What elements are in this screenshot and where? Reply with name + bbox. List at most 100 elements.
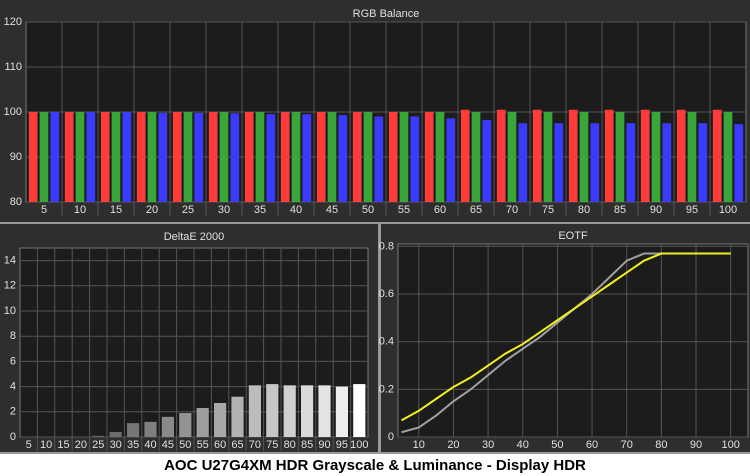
bar	[244, 112, 254, 202]
bar	[230, 113, 240, 202]
x-tick-label: 50	[551, 439, 563, 451]
y-tick-label: 2	[10, 406, 16, 418]
bar	[144, 421, 157, 437]
x-tick-label: 10	[74, 204, 86, 216]
x-tick-label: 95	[336, 439, 348, 451]
bar	[318, 385, 331, 437]
bar	[301, 385, 314, 437]
bar	[579, 112, 589, 202]
bar	[676, 109, 686, 202]
x-tick-label: 70	[249, 439, 261, 451]
chart-title: RGB Balance	[353, 8, 420, 20]
bar	[291, 112, 301, 202]
x-tick-label: 90	[690, 439, 702, 451]
plot-area	[397, 243, 749, 438]
x-tick-label: 100	[350, 439, 368, 451]
bar	[424, 112, 434, 202]
bar	[231, 396, 244, 437]
line-series	[400, 252, 731, 422]
bar	[734, 124, 744, 202]
y-tick-label: 8	[10, 330, 16, 342]
bar	[662, 123, 672, 202]
x-tick-label: 70	[621, 439, 633, 451]
bar	[353, 384, 366, 437]
chart-title: EOTF	[558, 230, 588, 242]
x-tick-label: 85	[614, 204, 626, 216]
bar	[283, 385, 296, 437]
y-tick-label: 0.6	[379, 288, 394, 300]
y-tick-label: 100	[4, 106, 22, 118]
bar	[109, 431, 122, 437]
x-tick-label: 70	[506, 204, 518, 216]
bar	[626, 123, 636, 202]
bar	[327, 112, 337, 202]
bar	[543, 112, 553, 202]
bar	[651, 112, 661, 202]
bar	[554, 123, 564, 202]
x-tick-label: 55	[398, 204, 410, 216]
x-tick-label: 85	[301, 439, 313, 451]
bar	[158, 112, 168, 202]
x-tick-label: 20	[447, 439, 459, 451]
bar	[147, 112, 157, 202]
bar	[507, 112, 517, 202]
bar	[338, 115, 348, 202]
x-tick-label: 10	[40, 439, 52, 451]
x-tick-label: 55	[197, 439, 209, 451]
x-tick-label: 30	[218, 204, 230, 216]
bar	[496, 109, 506, 202]
x-tick-label: 35	[127, 439, 139, 451]
bar	[532, 109, 542, 202]
x-tick-label: 5	[26, 439, 32, 451]
x-tick-label: 65	[231, 439, 243, 451]
x-tick-label: 90	[318, 439, 330, 451]
bar	[266, 384, 279, 437]
bar	[316, 112, 326, 202]
x-tick-label: 100	[719, 204, 737, 216]
bar	[399, 112, 409, 202]
x-tick-label: 75	[266, 439, 278, 451]
bar	[460, 109, 470, 202]
y-tick-label: 0	[388, 431, 394, 443]
x-tick-label: 75	[542, 204, 554, 216]
x-tick-label: 30	[110, 439, 122, 451]
bar	[471, 112, 481, 202]
x-tick-label: 10	[413, 439, 425, 451]
bar	[255, 112, 265, 202]
x-tick-label: 100	[721, 439, 739, 451]
bar	[615, 112, 625, 202]
x-tick-label: 5	[41, 204, 47, 216]
x-tick-label: 90	[650, 204, 662, 216]
x-tick-label: 25	[182, 204, 194, 216]
bar	[28, 112, 38, 202]
x-tick-label: 60	[214, 439, 226, 451]
bar	[335, 386, 348, 437]
y-tick-label: 12	[4, 280, 16, 292]
bar	[64, 112, 74, 202]
x-tick-label: 40	[290, 204, 302, 216]
x-tick-label: 35	[254, 204, 266, 216]
x-tick-label: 25	[92, 439, 104, 451]
bar	[687, 112, 697, 202]
bar	[214, 402, 227, 437]
bar	[568, 109, 578, 202]
bar	[92, 435, 105, 437]
y-tick-label: 0.8	[379, 240, 394, 252]
x-tick-label: 65	[470, 204, 482, 216]
y-tick-label: 4	[10, 381, 16, 393]
x-tick-label: 50	[179, 439, 191, 451]
bar	[196, 408, 209, 437]
bar	[723, 112, 733, 202]
bar	[302, 114, 312, 202]
bar	[435, 112, 445, 202]
bar	[248, 385, 261, 437]
bar	[122, 112, 132, 202]
x-tick-label: 15	[110, 204, 122, 216]
bar	[100, 112, 110, 202]
bar	[446, 118, 456, 202]
bar	[194, 112, 204, 202]
bar	[39, 112, 49, 202]
bar	[219, 112, 229, 202]
y-tick-label: 90	[10, 151, 22, 163]
